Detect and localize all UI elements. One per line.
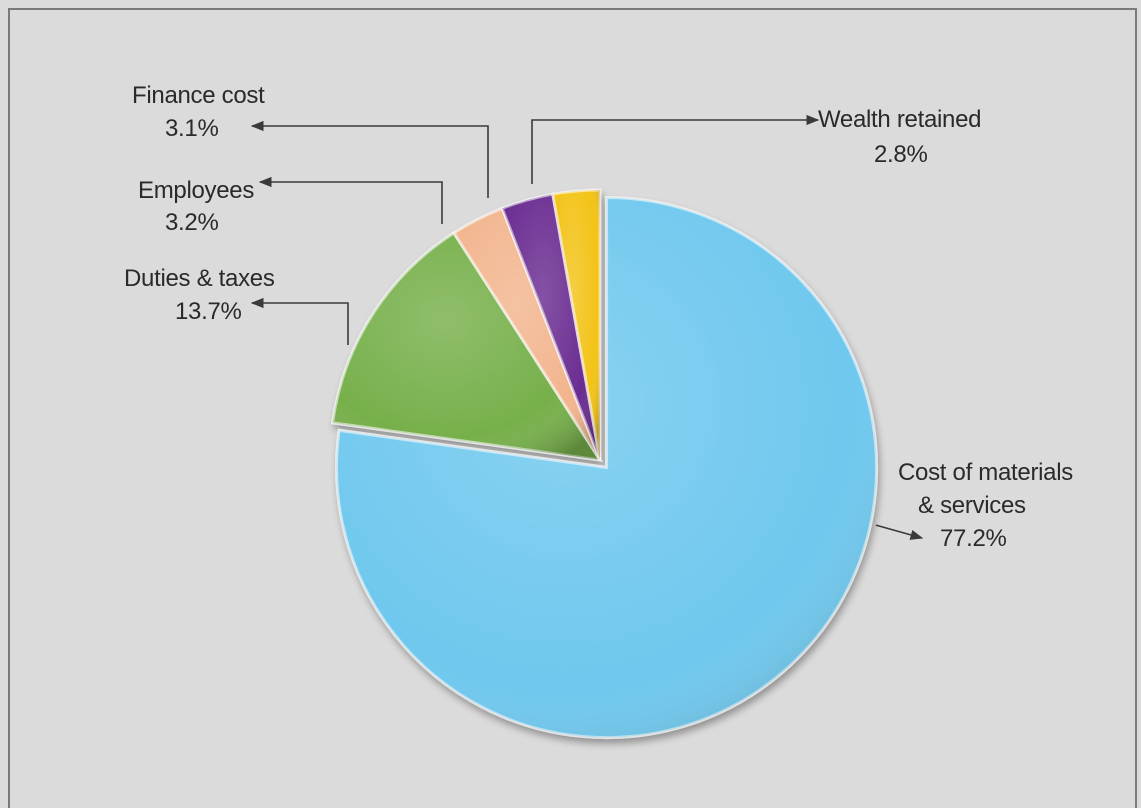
- slice-label-wealth-retained: Wealth retained: [818, 106, 981, 133]
- pie-slice-shading-duties-and-taxes: [332, 232, 600, 460]
- slice-label-cost-of-materials-and-services-line-2: & services: [918, 492, 1026, 519]
- leader-line-wealth-retained: [531, 114, 820, 184]
- leader-line-employees: [258, 176, 443, 224]
- pie-slice-shading-wealth-retained: [552, 190, 600, 460]
- leader-line-duties-and-taxes: [250, 297, 349, 345]
- chart-frame: Cost of materials & services 77.2% Duties &…: [8, 8, 1137, 808]
- slice-label-duties-and-taxes: Duties & taxes: [124, 265, 275, 292]
- slice-label-cost-of-materials-and-services-line-1: Cost of materials: [898, 459, 1073, 486]
- slice-label-finance-cost: Finance cost: [132, 82, 265, 109]
- pie-slice-shading-employees: [453, 208, 600, 460]
- leader-line-finance-cost: [250, 120, 489, 198]
- slice-value-cost-of-materials-and-services: 77.2%: [940, 525, 1007, 552]
- leader-line-cost-of-materials-and-services: [875, 524, 924, 540]
- slice-value-wealth-retained: 2.8%: [874, 141, 928, 168]
- slice-value-finance-cost: 3.1%: [165, 115, 219, 142]
- pie-chart: Cost of materials & services 77.2% Duties &…: [124, 82, 1074, 740]
- slice-value-employees: 3.2%: [165, 209, 219, 236]
- slice-value-duties-and-taxes: 13.7%: [175, 298, 242, 325]
- slice-label-employees: Employees: [138, 177, 254, 204]
- pie-slice-shading-finance-cost: [502, 194, 600, 460]
- pie-slice-shading-cost-of-materials-and-services: [336, 197, 877, 738]
